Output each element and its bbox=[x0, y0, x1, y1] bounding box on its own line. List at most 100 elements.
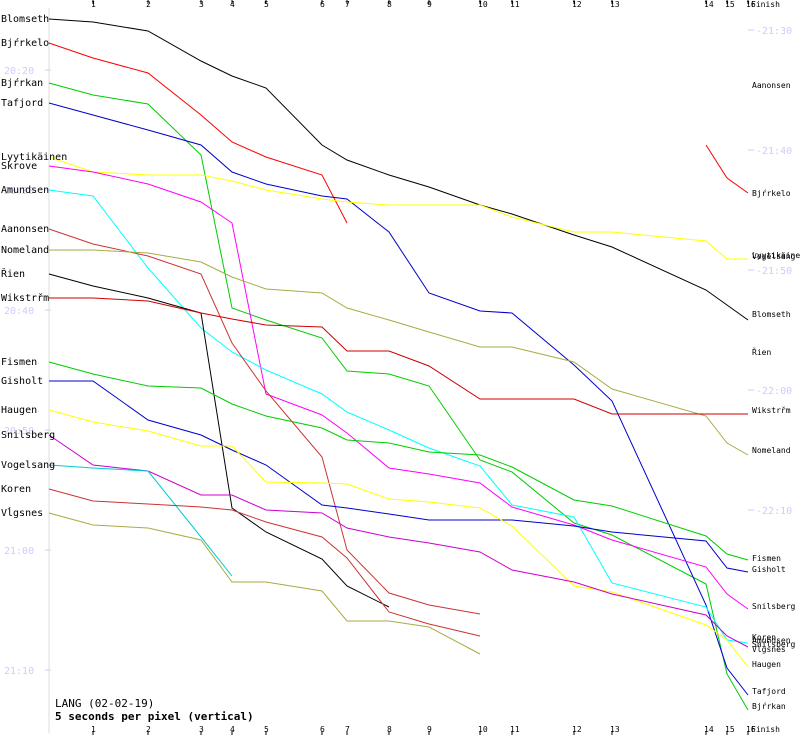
right-time-label: -21:40 bbox=[756, 146, 792, 157]
checkpoint-label-bottom: 15 bbox=[725, 725, 735, 734]
finish-name: Fismen bbox=[752, 554, 781, 563]
finish-name: Blomseth bbox=[752, 310, 791, 319]
checkpoint-label-top: 15 bbox=[725, 0, 735, 9]
racer-name: Lyytikäinen bbox=[1, 152, 67, 163]
chart-subtitle: 5 seconds per pixel (vertical) bbox=[55, 710, 254, 723]
finish-name: Lyytikäinen bbox=[752, 251, 800, 260]
checkpoint-label-bottom: 1 bbox=[91, 725, 96, 734]
checkpoint-label-bottom: 3 bbox=[199, 725, 204, 734]
checkpoint-label-bottom: 5 bbox=[264, 725, 269, 734]
finish-name: Snilsberg bbox=[752, 640, 796, 649]
racer-name: Nomeland bbox=[1, 245, 49, 256]
series-line bbox=[48, 18, 749, 321]
checkpoint-label-top: 13 bbox=[610, 0, 620, 9]
series-line bbox=[48, 273, 390, 608]
finish-name: Bjŕrkan bbox=[752, 702, 786, 711]
racer-name: Haugen bbox=[1, 405, 37, 416]
right-time-axis: -21:30 -21:40 -21:50 -22:00 -22:10 bbox=[748, 26, 792, 517]
checkpoint-label-bottom: 6 bbox=[320, 725, 325, 734]
racer-name: Amundsen bbox=[1, 185, 49, 196]
checkpoint-label-top: 4 bbox=[230, 0, 235, 9]
checkpoint-label-top: 2 bbox=[146, 0, 151, 9]
finish-name: Snilsberg bbox=[752, 602, 796, 611]
right-time-label: -22:00 bbox=[756, 386, 792, 397]
series-line bbox=[48, 434, 749, 648]
finish-name: Gisholt bbox=[752, 565, 786, 574]
racer-name: Snilsberg bbox=[1, 430, 55, 441]
checkpoint-label-top: 10 bbox=[478, 0, 488, 9]
left-time-label: 21:10 bbox=[4, 666, 34, 677]
left-time-label: 20:40 bbox=[4, 306, 34, 317]
series-line bbox=[48, 361, 749, 561]
checkpoint-label-bottom: 11 bbox=[510, 725, 520, 734]
series-line bbox=[49, 380, 749, 573]
series-lines bbox=[48, 18, 749, 711]
racer-name: Vĺgsnes bbox=[1, 506, 43, 519]
series-line bbox=[49, 297, 748, 415]
racer-name-labels: Blomseth Bjŕrkelo Bjŕrkan Tafjord Lyytikäine… bbox=[1, 14, 67, 519]
racer-name: Gisholt bbox=[1, 376, 43, 387]
checkpoint-label-bottom: 2 bbox=[146, 725, 151, 734]
racer-name: Skrove bbox=[1, 161, 37, 172]
finish-name: Tafjord bbox=[752, 687, 786, 696]
racer-name: Blomseth bbox=[1, 14, 49, 25]
checkpoint-label-top: 11 bbox=[510, 0, 520, 9]
racer-name: Fismen bbox=[1, 357, 37, 368]
checkpoint-label-bottom: 8 bbox=[387, 725, 392, 734]
series-line bbox=[48, 102, 749, 696]
series-line bbox=[48, 464, 233, 577]
racer-name: Bjŕrkelo bbox=[1, 37, 49, 49]
checkpoint-label-bottom: 16 bbox=[746, 725, 756, 734]
checkpoint-label-bottom: 9 bbox=[427, 725, 432, 734]
racer-name: Vogelsang bbox=[1, 460, 55, 471]
racer-name: Aanonsen bbox=[1, 224, 49, 235]
left-time-label: 20:30 bbox=[4, 186, 34, 197]
right-time-label: -22:10 bbox=[756, 506, 792, 517]
checkpoint-label-top: 8 bbox=[387, 0, 392, 9]
finish-label-bottom: Finish bbox=[751, 725, 780, 734]
finish-name: Řien bbox=[752, 346, 771, 357]
finish-name: Bjŕrkelo bbox=[752, 189, 791, 198]
series-line bbox=[48, 82, 749, 711]
right-time-label: -21:50 bbox=[756, 266, 792, 277]
right-time-label: -21:30 bbox=[756, 26, 792, 37]
racer-name: Wikstrřm bbox=[1, 292, 49, 304]
checkpoint-label-top: 9 bbox=[427, 0, 432, 9]
checkpoint-label-top: 5 bbox=[264, 0, 269, 9]
finish-name-labels: Blomseth Bjŕrkelo Bjŕrkan Tafjord Lyytikäine… bbox=[752, 81, 800, 711]
racer-name: Bjŕrkan bbox=[1, 77, 43, 89]
left-time-label: 20:50 bbox=[4, 426, 34, 437]
series-line-segment bbox=[705, 144, 749, 194]
finish-name: Haugen bbox=[752, 660, 781, 669]
checkpoint-label-top: 3 bbox=[199, 0, 204, 9]
series-line bbox=[48, 156, 748, 260]
racer-name: Tafjord bbox=[1, 98, 43, 109]
finish-name: Nomeland bbox=[752, 446, 791, 455]
series-line bbox=[48, 512, 481, 655]
checkpoint-label-bottom: 7 bbox=[345, 725, 350, 734]
finish-name: Wikstrřm bbox=[752, 406, 791, 415]
left-time-label: 21:00 bbox=[4, 546, 34, 557]
checkpoint-label-top: 6 bbox=[320, 0, 325, 9]
checkpoint-label-top: 1 bbox=[91, 0, 96, 9]
chart-title: LANG (02-02-19) bbox=[55, 697, 154, 710]
series-line bbox=[48, 42, 348, 224]
series-line bbox=[48, 488, 481, 637]
left-time-axis: 20:20 20:30 20:40 20:50 21:00 21:10 bbox=[4, 66, 51, 677]
series-line bbox=[48, 409, 749, 668]
checkpoint-label-top: 12 bbox=[572, 0, 582, 9]
finish-name: Amundsen bbox=[752, 636, 791, 645]
series-line bbox=[49, 249, 749, 456]
checkpoint-label-bottom: 10 bbox=[478, 725, 488, 734]
finish-name: Vogelsang bbox=[752, 252, 796, 261]
checkpoint-label-top: 16 bbox=[746, 0, 756, 9]
left-time-label: 20:20 bbox=[4, 66, 34, 77]
racer-name: Koren bbox=[1, 484, 31, 495]
finish-name: Aanonsen bbox=[752, 81, 791, 90]
racer-name: Řien bbox=[1, 267, 25, 280]
checkpoint-label-top: 14 bbox=[704, 0, 714, 9]
checkpoint-label-bottom: 4 bbox=[230, 725, 235, 734]
